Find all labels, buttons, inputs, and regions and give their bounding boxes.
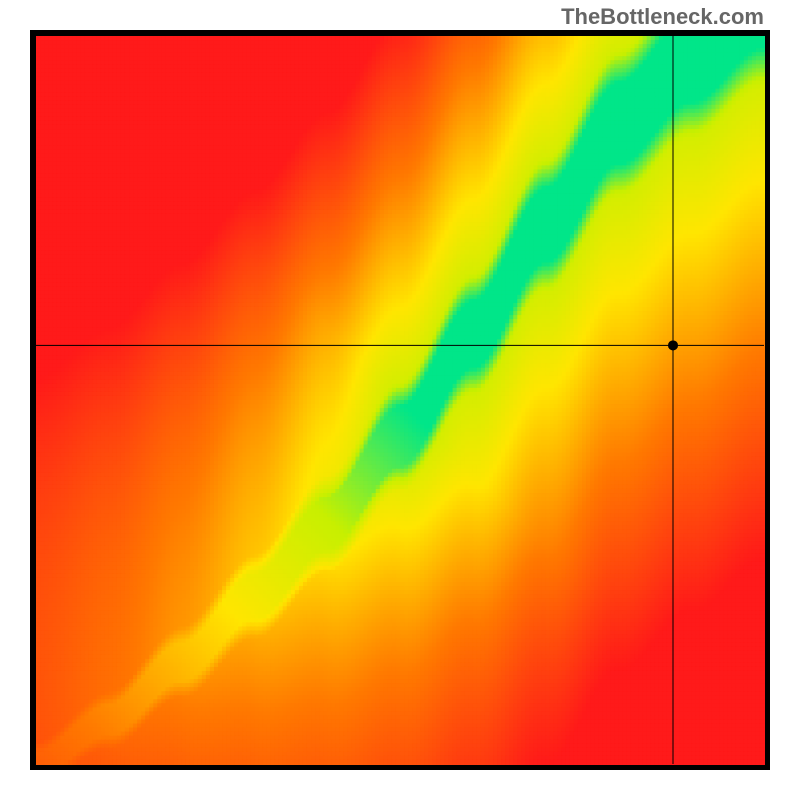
heatmap-plot — [30, 30, 770, 770]
heatmap-canvas — [30, 30, 770, 770]
watermark: TheBottleneck.com — [561, 4, 764, 30]
